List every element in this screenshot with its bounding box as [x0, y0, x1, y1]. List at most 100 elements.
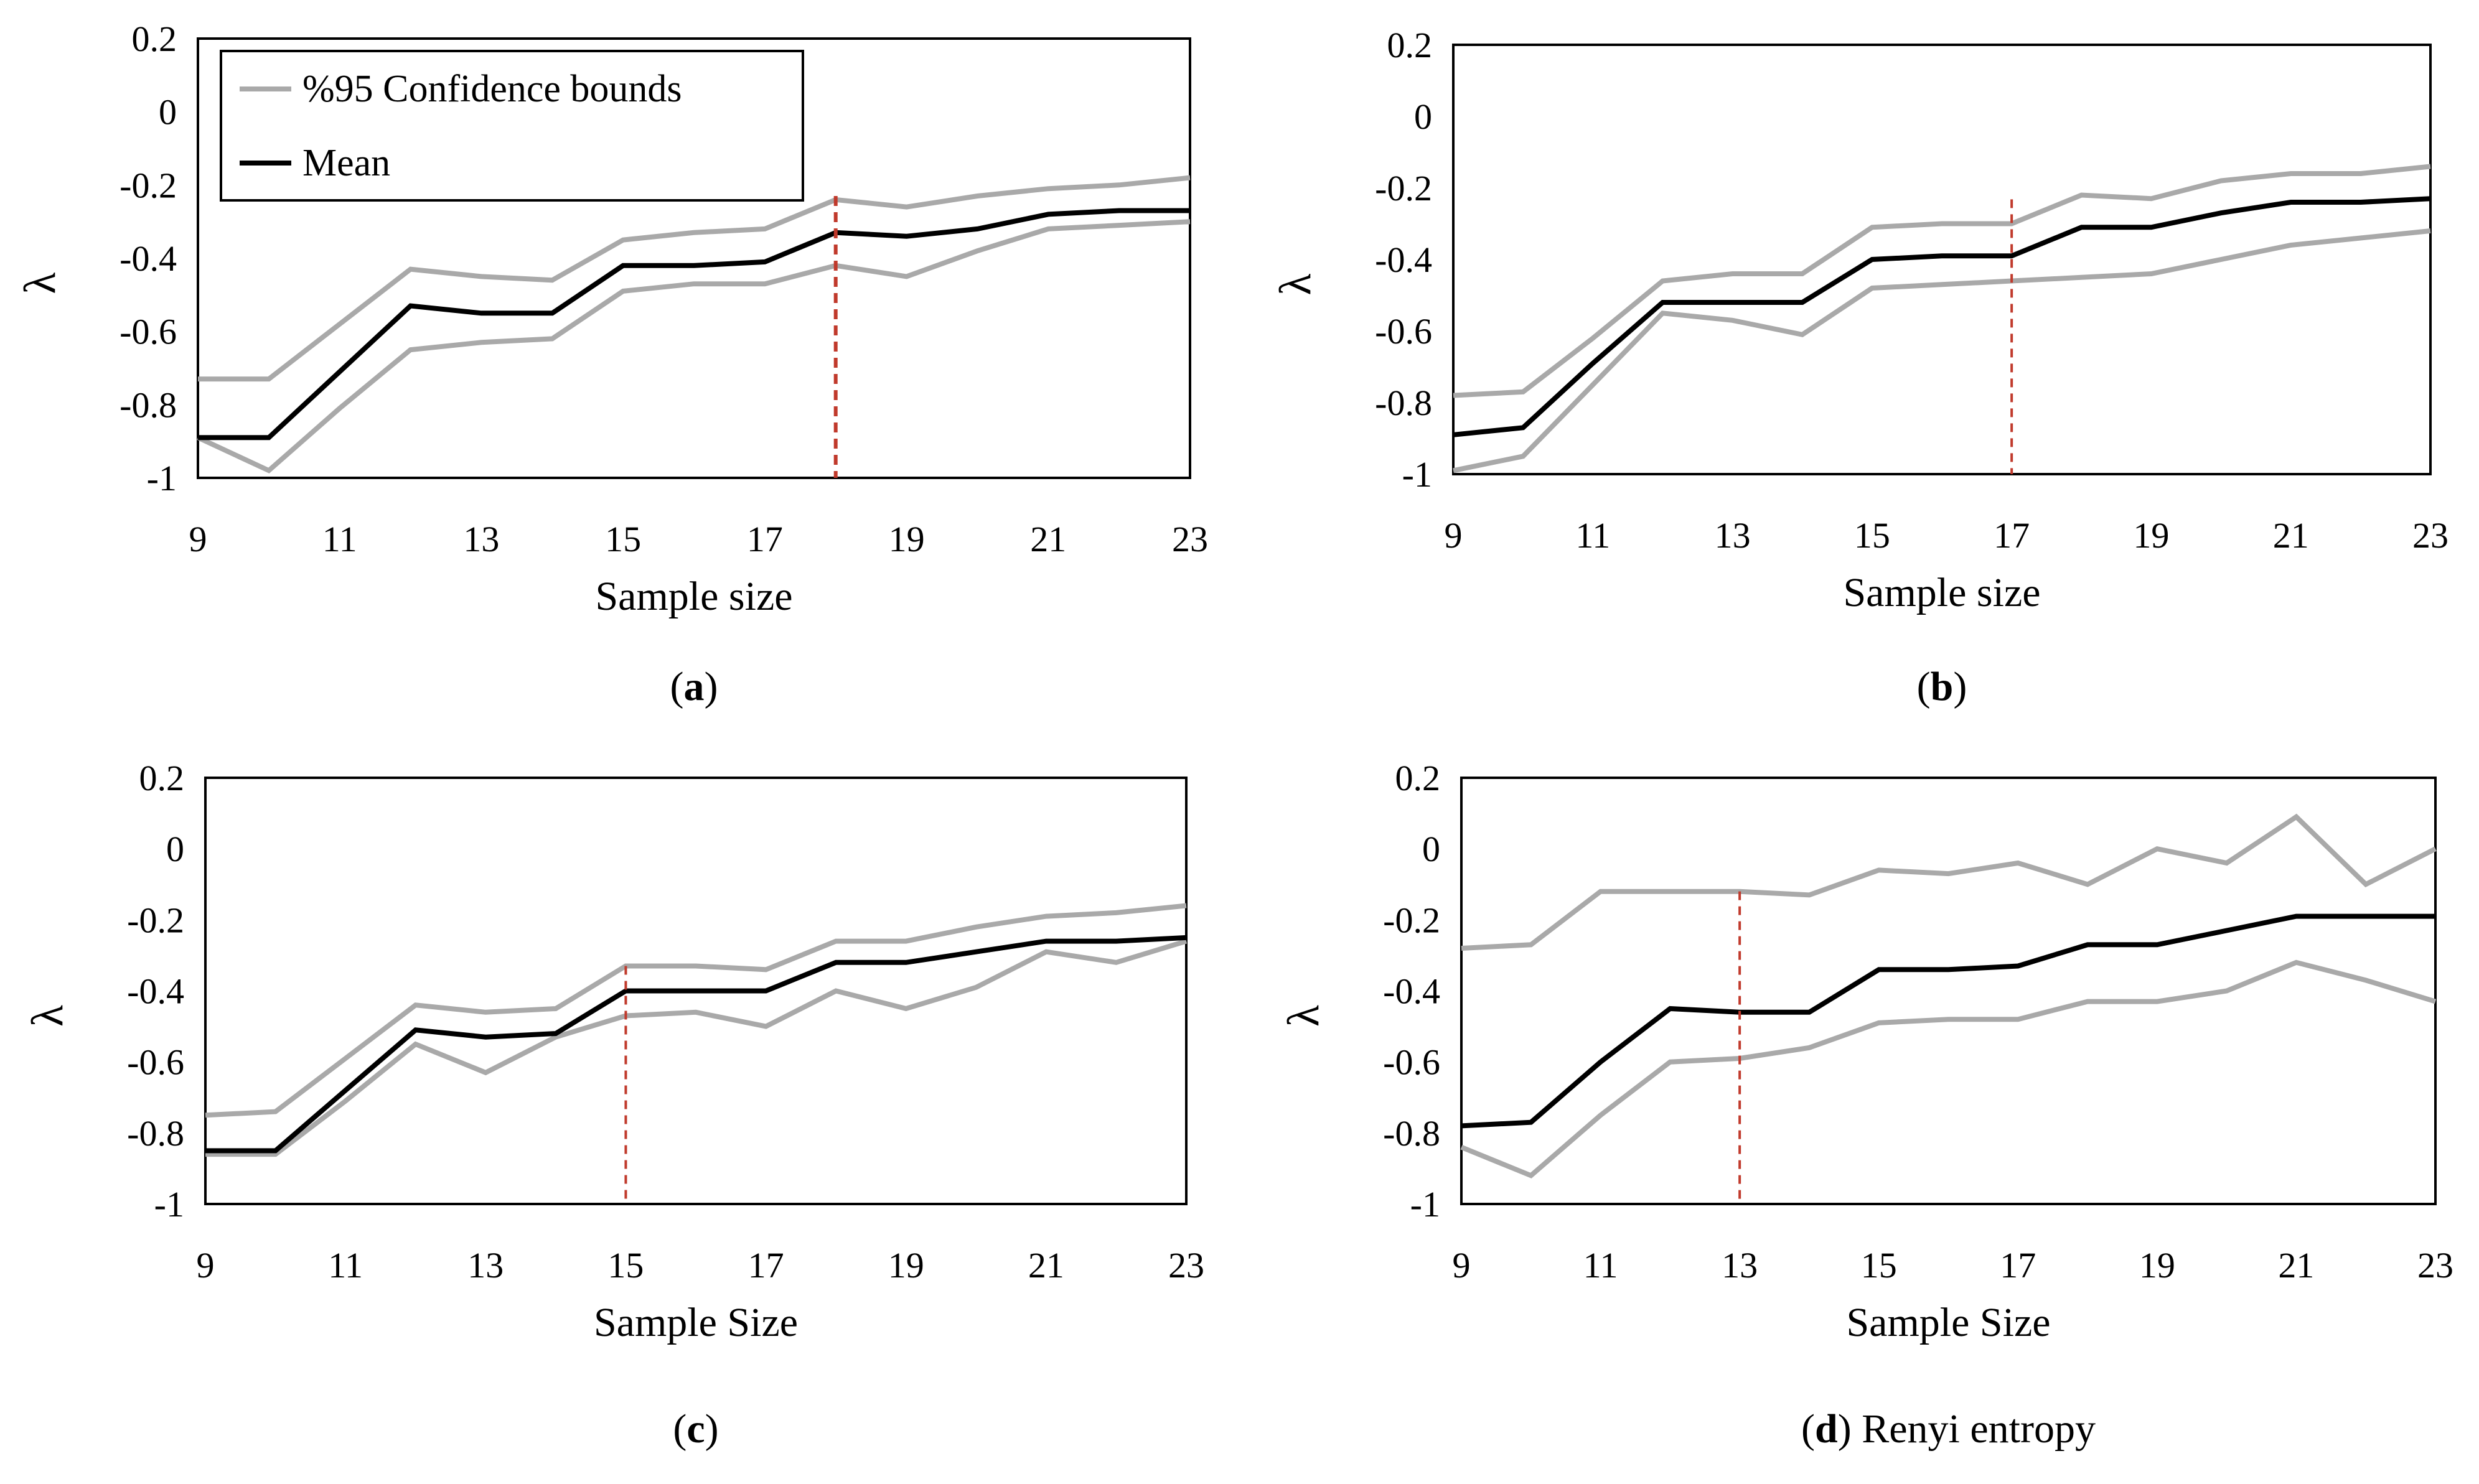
y-tick-label: -0.8: [127, 1113, 184, 1154]
bound-series-line: [1461, 813, 2437, 951]
y-tick-label: -0.4: [1375, 240, 1432, 280]
panel-c: 0.2 0 -0.2 -0.4 -0.6 -0.8 -1 9 11 13 15 17 19 21 23 Sam…: [22, 758, 1204, 1452]
mean-series-line: [1453, 196, 2431, 437]
bound-series-line: [197, 219, 1191, 474]
legend-bounds-label: %95 Confidence bounds: [302, 68, 682, 110]
x-tick-label: 13: [463, 519, 499, 559]
legend-mean-label: Mean: [302, 142, 390, 184]
x-tick-label: 9: [189, 519, 207, 559]
x-tick-label: 19: [2133, 515, 2169, 556]
bound-series-line: [1460, 959, 2437, 1178]
x-tick-label: 15: [605, 519, 641, 559]
y-tick-label: -0.2: [1383, 900, 1440, 940]
x-tick-label: 15: [1854, 515, 1890, 556]
mean-series-line: [198, 208, 1190, 441]
y-tick-label: -1: [147, 458, 177, 498]
x-tick-label: 13: [1715, 515, 1751, 556]
legend-box: [220, 50, 804, 202]
x-axis-label: Sample Size: [1846, 1300, 2050, 1345]
bound-series-line: [1453, 164, 2431, 398]
x-tick-label: 23: [1172, 519, 1208, 559]
bound-series-line: [205, 903, 1187, 1118]
caption-close-paren: ): [705, 1406, 719, 1452]
plot-frame: [1460, 777, 2437, 1205]
x-axis-label: Sample Size: [594, 1300, 798, 1345]
bound-series-line: [198, 175, 1191, 382]
y-tick-label: 0: [159, 92, 177, 133]
caption-open-paren: (: [1917, 664, 1931, 709]
x-tick-label: 9: [1445, 515, 1463, 556]
y-tick-label: -0.8: [1375, 383, 1432, 423]
y-tick-label: -0.8: [119, 385, 177, 425]
x-tick-label: 17: [748, 1245, 784, 1286]
y-tick-label: -0.2: [1375, 168, 1432, 208]
x-tick-label: 23: [2417, 1245, 2453, 1286]
caption-open-paren: (: [673, 1406, 687, 1452]
x-tick-label: 15: [607, 1245, 644, 1286]
y-tick-label: -0.8: [1383, 1113, 1440, 1154]
x-tick-label: 11: [1575, 515, 1610, 556]
y-tick-label: -0.6: [1383, 1042, 1440, 1083]
x-axis-label: Sample size: [595, 574, 792, 619]
y-tick-label: -0.6: [119, 312, 177, 352]
y-tick-label: -1: [1410, 1184, 1440, 1225]
y-axis-label: λ: [1278, 1005, 1328, 1027]
x-tick-label: 17: [1994, 515, 2030, 556]
y-axis-label: λ: [1270, 273, 1320, 295]
y-tick-label: -0.2: [119, 165, 177, 205]
plot-frame: [204, 777, 1188, 1205]
mean-series-line: [205, 935, 1187, 1154]
caption-text: Renyi entropy: [1852, 1406, 2096, 1452]
caption-close-paren: ): [1953, 664, 1967, 709]
x-axis-label: Sample size: [1843, 570, 2040, 615]
caption-open-paren: (: [1801, 1406, 1815, 1452]
y-tick-label: 0: [166, 829, 184, 869]
y-tick-label: 0.2: [139, 758, 185, 798]
x-tick-label: 9: [197, 1245, 215, 1286]
legend: %95 Confidence bounds Mean: [220, 50, 804, 202]
caption-letter: c: [687, 1406, 705, 1452]
x-tick-label: 17: [2000, 1245, 2036, 1286]
panel-caption: (d) Renyi entropy: [1801, 1406, 2096, 1452]
y-tick-label: -1: [1402, 454, 1432, 495]
x-tick-label: 19: [2139, 1245, 2175, 1286]
y-tick-label: -0.2: [127, 900, 184, 940]
bound-series-line: [1453, 228, 2431, 474]
y-tick-label: -0.4: [127, 971, 184, 1012]
y-tick-label: -0.6: [127, 1042, 184, 1083]
panel-a: 0.2 0 -0.2 -0.4 -0.6 -0.8 -1 9 11 13 15 17 19 21 23 Sam…: [15, 19, 1208, 709]
x-tick-label: 9: [1453, 1245, 1471, 1286]
y-axis-label: λ: [15, 272, 65, 294]
panel-caption: (a): [670, 664, 718, 709]
x-tick-label: 21: [2278, 1245, 2314, 1286]
y-tick-label: -0.4: [1383, 971, 1440, 1012]
y-axis-label: λ: [22, 1005, 72, 1027]
panel-caption: (b): [1917, 664, 1967, 709]
caption-letter: a: [684, 664, 705, 709]
x-tick-label: 11: [322, 519, 357, 559]
panel-d: 0.2 0 -0.2 -0.4 -0.6 -0.8 -1 9 11 13 15 17 19 21 23 Sam…: [1278, 758, 2453, 1452]
y-tick-label: 0.2: [1387, 25, 1433, 65]
x-tick-label: 23: [2412, 515, 2449, 556]
x-tick-label: 11: [328, 1245, 363, 1286]
x-tick-label: 23: [1168, 1245, 1204, 1286]
caption-close-paren: ): [1838, 1406, 1852, 1452]
x-tick-label: 17: [747, 519, 783, 559]
x-tick-label: 21: [1030, 519, 1066, 559]
y-tick-label: -0.4: [119, 238, 177, 279]
y-tick-label: 0: [1414, 96, 1432, 137]
y-tick-label: 0.2: [132, 19, 177, 59]
x-tick-label: 21: [1028, 1245, 1064, 1286]
y-tick-label: 0.2: [1395, 758, 1441, 798]
caption-letter: d: [1815, 1406, 1838, 1452]
mean-series-line: [1461, 913, 2435, 1129]
bound-series-line: [205, 938, 1188, 1157]
y-tick-label: -1: [154, 1184, 184, 1225]
x-tick-label: 13: [1722, 1245, 1758, 1286]
x-tick-label: 21: [2273, 515, 2309, 556]
plot-frame: [1452, 44, 2432, 475]
caption-letter: b: [1931, 664, 1954, 709]
x-tick-label: 15: [1861, 1245, 1897, 1286]
y-tick-label: 0: [1422, 829, 1440, 869]
